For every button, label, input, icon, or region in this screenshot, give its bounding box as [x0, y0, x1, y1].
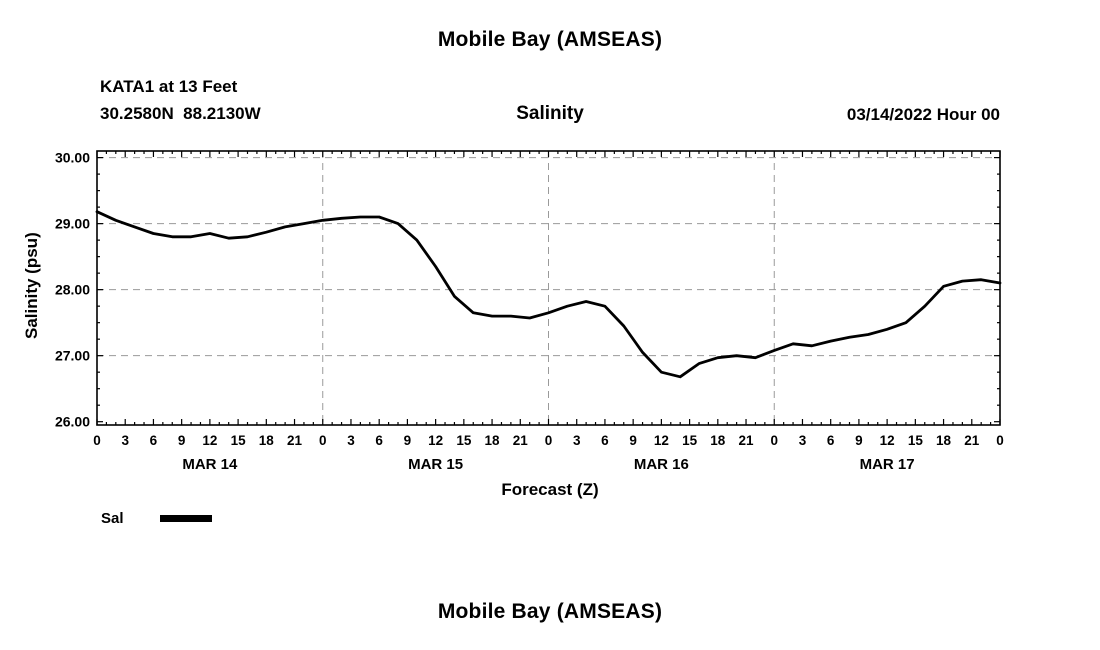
y-tick-label: 27.00: [55, 348, 90, 364]
y-axis-label: Salinity (psu): [22, 232, 41, 339]
x-tick-label: 0: [93, 433, 101, 448]
x-day-label: MAR 14: [182, 456, 238, 473]
x-tick-label: 6: [150, 433, 158, 448]
x-axis-label: Forecast (Z): [501, 480, 599, 499]
salinity-series-line: [95, 210, 1002, 379]
y-tick-label: 28.00: [55, 282, 90, 298]
x-day-label: MAR 17: [860, 456, 915, 473]
x-day-label: MAR 16: [634, 456, 689, 473]
x-tick-label: 9: [404, 433, 412, 448]
x-tick-label: 15: [456, 433, 472, 448]
x-tick-label: 0: [545, 433, 553, 448]
x-tick-label: 3: [121, 433, 129, 448]
x-tick-label: 6: [827, 433, 835, 448]
x-tick-label: 9: [855, 433, 863, 448]
x-tick-label: 15: [908, 433, 924, 448]
station-coordinates: 30.2580N 88.2130W: [100, 104, 261, 123]
x-tick-label: 12: [880, 433, 895, 448]
x-tick-label: 21: [739, 433, 755, 448]
page-title-top: Mobile Bay (AMSEAS): [437, 28, 663, 51]
legend-series-label: Sal: [101, 510, 124, 527]
y-tick-label: 29.00: [55, 216, 90, 232]
x-tick-label: 9: [178, 433, 186, 448]
x-tick-label: 18: [936, 433, 952, 448]
x-tick-label: 21: [513, 433, 529, 448]
page-title-bottom: Mobile Bay (AMSEAS): [437, 600, 663, 623]
x-tick-label: 6: [601, 433, 609, 448]
x-tick-label: 21: [287, 433, 303, 448]
x-tick-label: 0: [996, 433, 1004, 448]
plot-frame: [96, 150, 1001, 426]
x-day-label: MAR 15: [408, 456, 463, 473]
x-tick-label: 12: [654, 433, 669, 448]
x-tick-label: 15: [231, 433, 247, 448]
x-tick-label: 18: [710, 433, 726, 448]
y-tick-label: 30.00: [55, 150, 90, 166]
x-tick-label: 0: [319, 433, 327, 448]
x-tick-label: 3: [347, 433, 355, 448]
forecast-date-label: 03/14/2022 Hour 00: [846, 105, 1000, 124]
legend-line-swatch: [160, 515, 212, 522]
x-tick-label: 3: [799, 433, 807, 448]
x-tick-label: 0: [770, 433, 778, 448]
chart-title: Salinity: [516, 103, 584, 124]
x-tick-label: 21: [964, 433, 980, 448]
x-tick-label: 12: [428, 433, 443, 448]
x-tick-label: 12: [202, 433, 217, 448]
station-name-depth: KATA1 at 13 Feet: [100, 77, 238, 96]
x-tick-label: 18: [485, 433, 501, 448]
x-tick-label: 9: [629, 433, 637, 448]
y-tick-label: 26.00: [55, 414, 90, 430]
x-tick-label: 18: [259, 433, 275, 448]
x-tick-label: 6: [375, 433, 383, 448]
x-tick-label: 3: [573, 433, 581, 448]
x-tick-label: 15: [682, 433, 698, 448]
